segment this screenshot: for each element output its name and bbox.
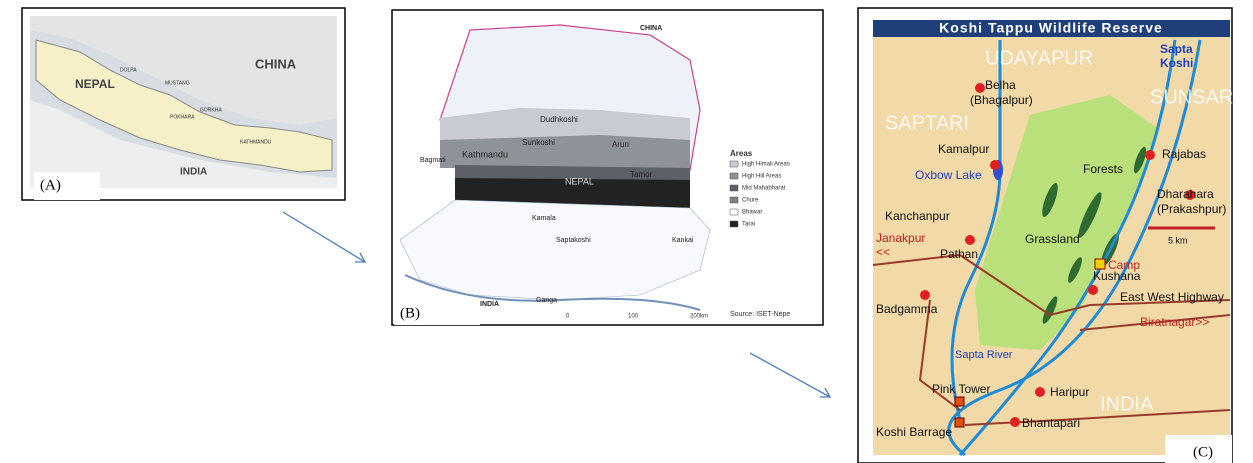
place-label: Koshi Barrage bbox=[876, 425, 952, 439]
place-label: << bbox=[876, 245, 890, 259]
place-label: Kanchanpur bbox=[885, 209, 950, 223]
legend-swatch bbox=[729, 220, 739, 228]
arrow bbox=[749, 352, 832, 398]
tower-marker bbox=[954, 396, 965, 407]
place-label: POKHARA bbox=[170, 114, 195, 120]
nepal-shape bbox=[35, 39, 333, 173]
place-label: DOLPA bbox=[120, 67, 137, 73]
roads bbox=[872, 253, 1231, 426]
place-label: Tamor bbox=[630, 170, 653, 179]
legend-label: Tarai bbox=[742, 222, 755, 228]
legend-label: Bhawar bbox=[742, 210, 762, 216]
legend-swatch bbox=[729, 172, 739, 180]
place-label: (Prakashpur) bbox=[1157, 202, 1226, 216]
reserve-area bbox=[975, 95, 1160, 350]
place-label: Camp bbox=[1108, 258, 1140, 272]
scale-label: 5 km bbox=[1168, 235, 1188, 245]
camp-marker bbox=[1094, 258, 1106, 270]
place-label: Grassland bbox=[1025, 232, 1080, 246]
legend-swatch bbox=[729, 196, 739, 204]
panel-b: CHINA INDIA Kathmandu Sunkoshi Dudhkoshi… bbox=[391, 9, 824, 326]
place-label: Kankai bbox=[672, 237, 694, 244]
place-label: INDIA bbox=[180, 167, 207, 178]
scale-label: 200km bbox=[690, 314, 708, 320]
place-label: Bagmati bbox=[420, 157, 446, 164]
legend-label: High Hill Areas bbox=[742, 174, 781, 180]
place-label: Janakpur bbox=[876, 231, 925, 245]
panel-c: Koshi Tappu Wildlife Reserve bbox=[857, 7, 1239, 463]
india-region bbox=[30, 100, 337, 188]
china-region bbox=[30, 16, 337, 125]
place-label: Sunkoshi bbox=[522, 138, 555, 147]
place-label: Arun bbox=[612, 140, 629, 149]
place-label: (Bhagalpur) bbox=[970, 93, 1033, 107]
barrage-marker bbox=[954, 417, 965, 428]
place-label: Kathmandu bbox=[462, 149, 508, 159]
place-label: Ganga bbox=[536, 297, 557, 304]
place-label: Kushana bbox=[1093, 269, 1141, 283]
plain-region bbox=[399, 199, 711, 301]
country-label: INDIA bbox=[1100, 393, 1154, 415]
place-label: Saptakoshi bbox=[556, 237, 591, 244]
place-label: Oxbow Lake bbox=[915, 168, 982, 182]
place-label: Kamala bbox=[532, 215, 556, 222]
town-markers bbox=[920, 83, 1195, 427]
place-label: Pink Tower bbox=[932, 382, 990, 396]
place-label: CHINA bbox=[640, 25, 662, 32]
mid-mahabharat bbox=[455, 165, 690, 182]
legend-label: Mid Mahabharat bbox=[742, 186, 786, 192]
place-label: Belha bbox=[985, 78, 1016, 92]
high-hill bbox=[440, 135, 690, 170]
panel-a: NEPAL CHINA INDIA DOLPA MUSTANG POKHARA … bbox=[21, 7, 346, 201]
legend-swatch bbox=[729, 160, 739, 168]
map-title: Koshi Tappu Wildlife Reserve bbox=[939, 20, 1163, 36]
label-box bbox=[34, 172, 100, 200]
district-label: UDAYAPUR bbox=[985, 47, 1093, 69]
label-box bbox=[1165, 435, 1232, 463]
place-label: Rajabas bbox=[1162, 147, 1206, 161]
source-note: Source: ISET-Nepe bbox=[730, 311, 790, 318]
scale-label: 0 bbox=[566, 314, 570, 320]
place-label: Forests bbox=[1083, 162, 1123, 176]
place-label: Koshi bbox=[1160, 56, 1193, 70]
place-label: GORKHA bbox=[200, 107, 222, 113]
place-label: Badgamma bbox=[876, 302, 938, 316]
road-label: East West Highway bbox=[1120, 290, 1224, 304]
place-label: Sapta River bbox=[955, 349, 1013, 361]
legend-label: Chure bbox=[742, 198, 759, 204]
place-label: Pathan bbox=[940, 247, 978, 261]
place-label: Dharahara bbox=[1157, 187, 1214, 201]
place-label: INDIA bbox=[480, 301, 499, 308]
title-bar bbox=[873, 20, 1230, 37]
place-label: Sapta bbox=[1160, 42, 1193, 56]
river bbox=[404, 274, 701, 311]
panel-label: (B) bbox=[400, 305, 420, 321]
place-label: CHINA bbox=[255, 56, 297, 71]
place-label: Dudhkoshi bbox=[540, 115, 578, 124]
district-label: SAPTARI bbox=[885, 112, 969, 134]
place-label: NEPAL bbox=[565, 176, 594, 186]
place-label: KATHMANDU bbox=[240, 139, 272, 145]
place-label: Bhantapari bbox=[1022, 416, 1080, 430]
legend-swatch bbox=[729, 184, 739, 192]
panel-label: (C) bbox=[1193, 444, 1213, 460]
place-label: MUSTANG bbox=[165, 80, 190, 86]
scale-label: 100 bbox=[628, 314, 639, 320]
legend-swatch bbox=[729, 208, 739, 216]
place-label: Haripur bbox=[1050, 385, 1089, 399]
legend-label: High Himali Areas bbox=[742, 162, 790, 168]
place-label: NEPAL bbox=[75, 77, 115, 91]
legend-title: Areas bbox=[730, 149, 753, 158]
road-label: Biratnagar>> bbox=[1140, 315, 1209, 329]
panel-label: (A) bbox=[40, 177, 61, 193]
district-label: SUNSARI bbox=[1150, 86, 1239, 108]
label-box bbox=[394, 300, 480, 325]
arrow bbox=[282, 211, 367, 263]
place-label: Kamalpur bbox=[938, 142, 989, 156]
